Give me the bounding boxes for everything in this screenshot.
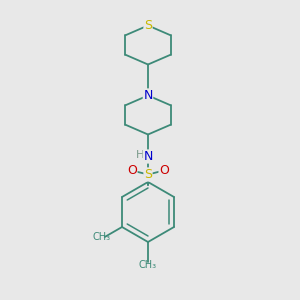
Text: CH₃: CH₃ [139,260,157,270]
Text: S: S [144,19,152,32]
Text: S: S [144,168,152,181]
Text: CH₃: CH₃ [93,232,111,242]
Text: N: N [143,150,153,163]
Text: H: H [136,151,144,160]
Text: N: N [143,89,153,102]
Text: O: O [159,164,169,177]
Text: O: O [127,164,137,177]
